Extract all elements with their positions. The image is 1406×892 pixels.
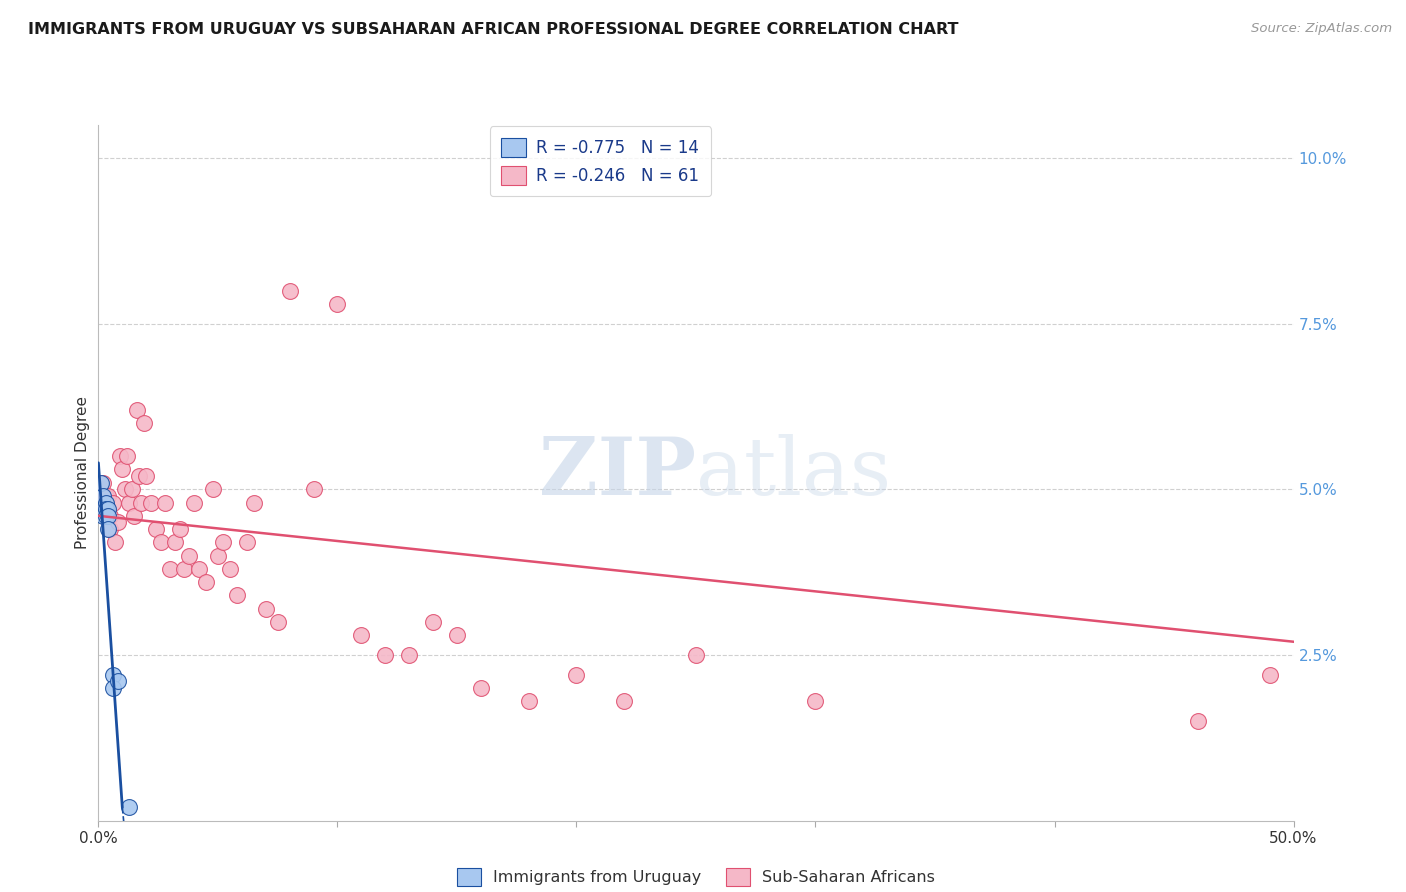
Point [97,522,120,536]
Point [1187,714,1209,729]
Point [114,483,136,497]
Point [267,615,290,629]
Point [169,522,191,536]
Point [211,535,233,549]
Point [135,469,157,483]
Point [422,615,444,629]
Text: ZIP: ZIP [538,434,696,512]
Point [91,502,114,516]
Point [219,562,242,576]
Point [145,522,167,536]
Point [517,694,540,708]
Point [97,508,120,523]
Point [97,489,120,503]
Point [94,502,117,516]
Point [121,483,143,497]
Point [90,475,112,490]
Point [149,535,172,549]
Point [98,522,122,536]
Point [101,495,124,509]
Point [118,800,141,814]
Point [254,601,277,615]
Point [243,495,266,509]
Point [107,516,129,530]
Point [159,562,181,576]
Point [194,575,218,590]
Point [104,535,127,549]
Point [804,694,827,708]
Point [1258,668,1281,682]
Point [101,668,124,682]
Point [326,297,349,311]
Point [173,562,195,576]
Point [565,668,588,682]
Point [91,508,114,523]
Point [91,475,114,490]
Point [226,588,249,602]
Point [613,694,636,708]
Point [101,681,124,695]
Point [90,483,112,497]
Point [470,681,492,695]
Point [91,489,114,503]
Text: atlas: atlas [696,434,891,512]
Point [124,508,146,523]
Point [128,469,150,483]
Point [97,502,120,516]
Point [179,549,201,563]
Point [111,462,134,476]
Point [207,549,229,563]
Point [398,648,420,662]
Point [91,495,114,509]
Point [183,495,205,509]
Point [132,416,155,430]
Point [98,508,122,523]
Text: Source: ZipAtlas.com: Source: ZipAtlas.com [1251,22,1392,36]
Point [131,495,153,509]
Point [94,495,117,509]
Point [374,648,396,662]
Point [94,508,117,523]
Point [302,483,325,497]
Point [235,535,257,549]
Point [125,402,148,417]
Point [350,628,373,642]
Point [118,495,141,509]
Y-axis label: Professional Degree: Professional Degree [75,396,90,549]
Point [163,535,186,549]
Point [446,628,468,642]
Point [108,449,131,463]
Point [115,449,138,463]
Point [94,508,117,523]
Point [94,489,117,503]
Point [202,483,225,497]
Legend: Immigrants from Uruguay, Sub-Saharan Africans: Immigrants from Uruguay, Sub-Saharan Afr… [450,862,942,892]
Point [107,674,129,689]
Point [187,562,209,576]
Point [139,495,162,509]
Point [155,495,177,509]
Point [97,502,120,516]
Point [278,284,301,298]
Text: IMMIGRANTS FROM URUGUAY VS SUBSAHARAN AFRICAN PROFESSIONAL DEGREE CORRELATION CH: IMMIGRANTS FROM URUGUAY VS SUBSAHARAN AF… [28,22,959,37]
Point [685,648,707,662]
